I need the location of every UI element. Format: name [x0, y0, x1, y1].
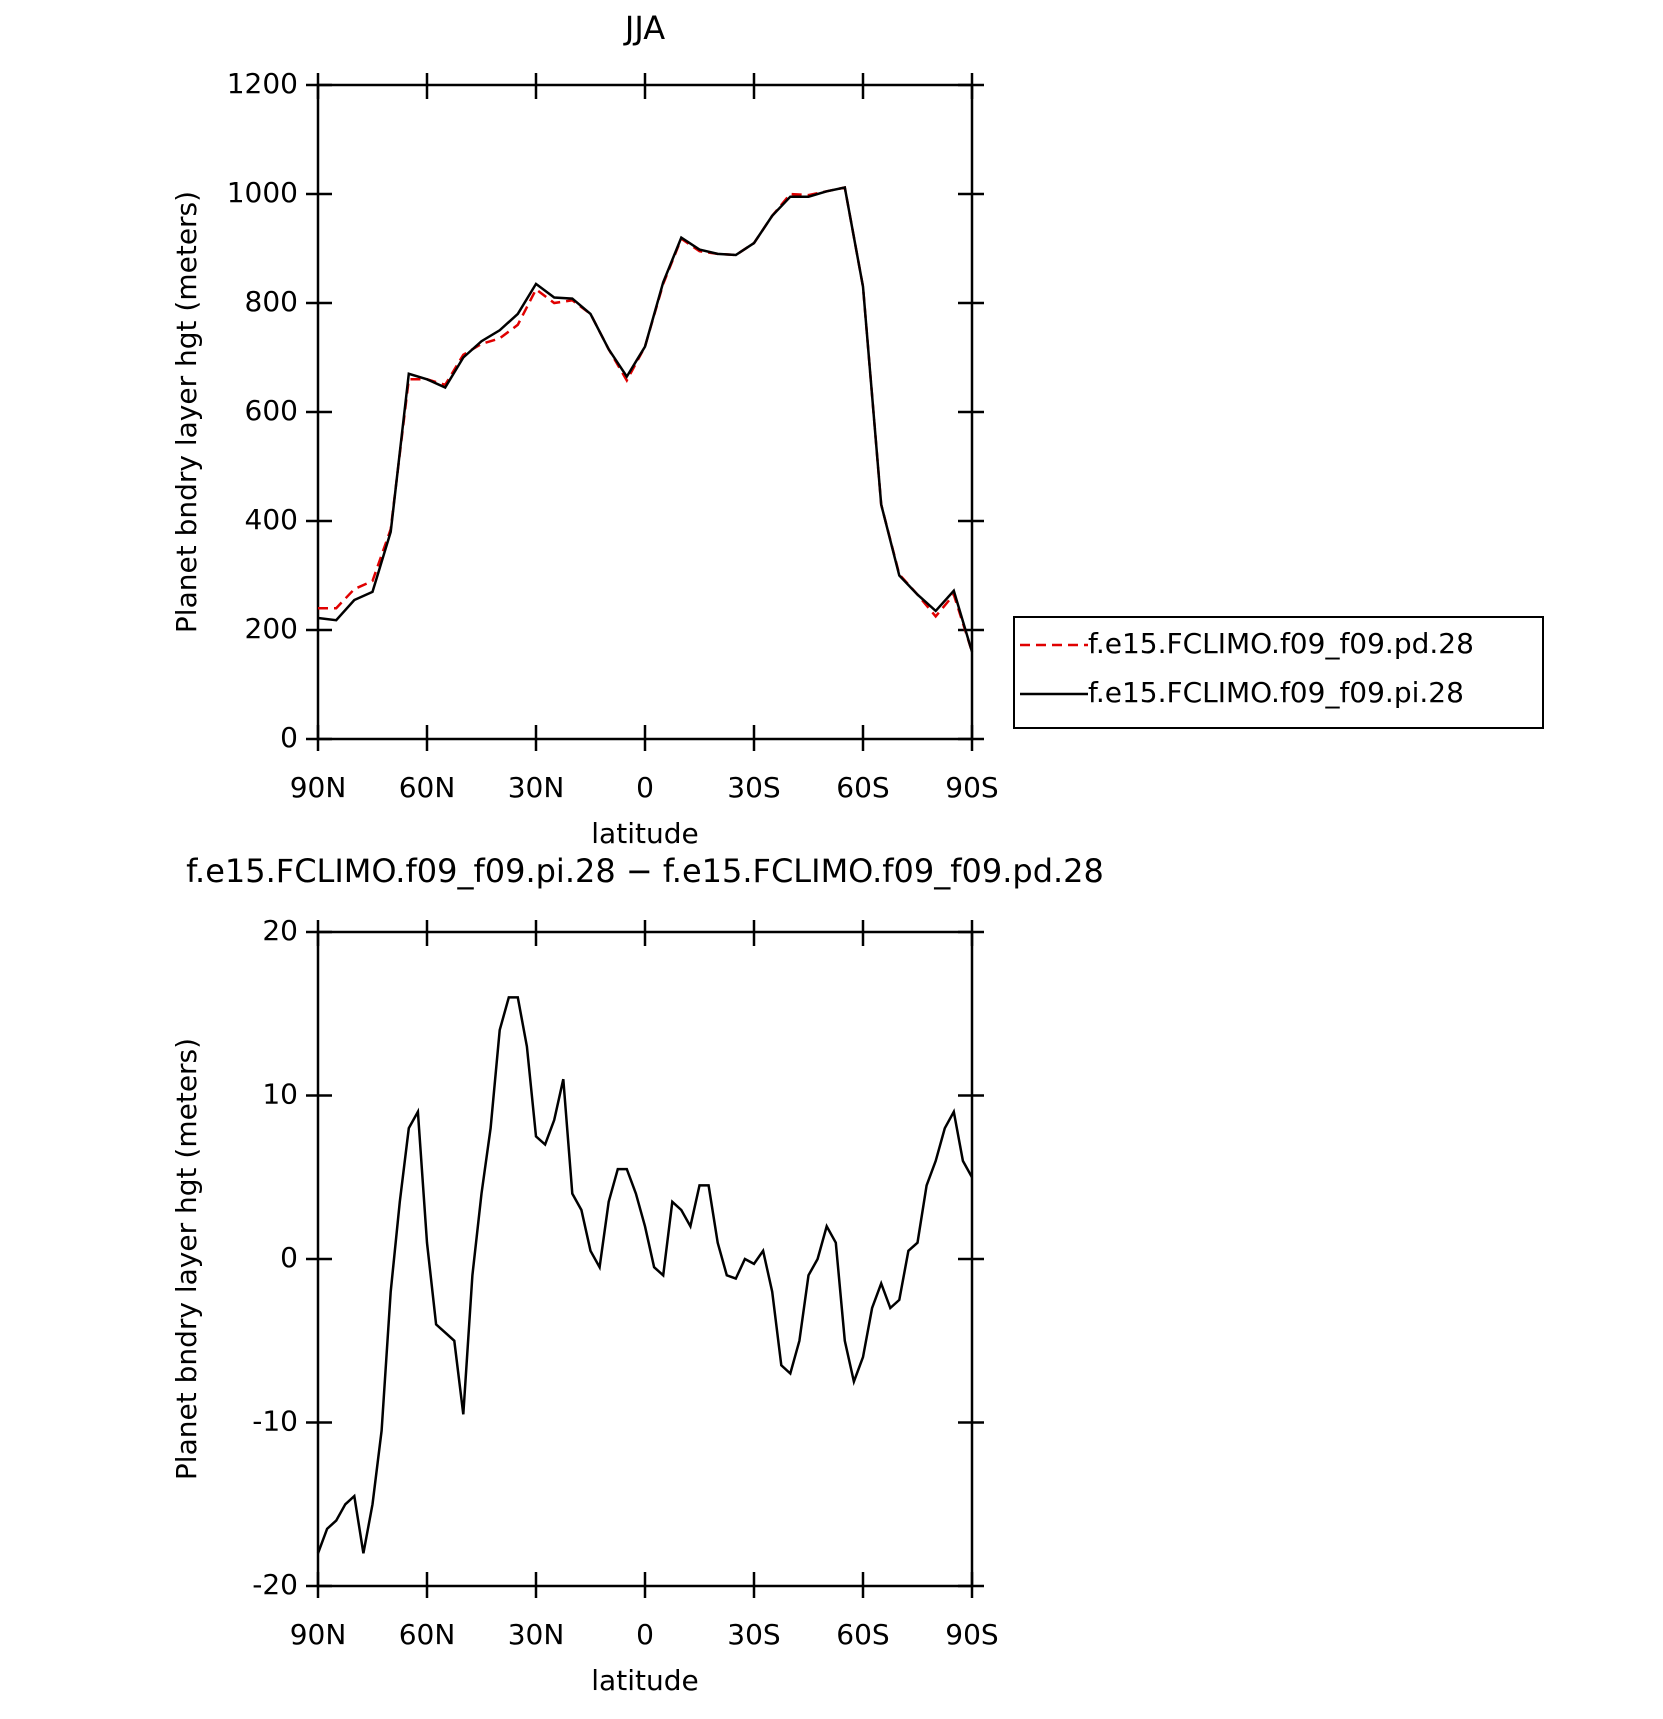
x-tick-label: 0 [636, 771, 654, 804]
y-tick-label: 400 [245, 503, 298, 536]
data-line [316, 996, 974, 1554]
y-tick-label: 20 [262, 914, 298, 947]
y-tick-label: 0 [280, 1241, 298, 1274]
x-tick-label: 30S [727, 1618, 780, 1651]
y-axis-label: Planet bndry layer hgt (meters) [170, 191, 203, 633]
y-tick-label: 10 [262, 1078, 298, 1111]
y-tick-label: -10 [252, 1405, 298, 1438]
y-tick-label: 1200 [227, 67, 298, 100]
y-tick-label: -20 [252, 1568, 298, 1601]
x-tick-label: 90N [290, 1618, 347, 1651]
legend-label: f.e15.FCLIMO.f09_f09.pd.28 [1088, 627, 1474, 660]
x-tick-label: 60S [836, 1618, 889, 1651]
x-tick-label: 90N [290, 771, 347, 804]
x-tick-label: 0 [636, 1618, 654, 1651]
chart-title: JJA [623, 9, 665, 47]
x-tick-label: 30S [727, 771, 780, 804]
x-tick-label: 60N [399, 771, 456, 804]
x-axis-label: latitude [591, 1664, 698, 1697]
legend-box [1013, 616, 1544, 729]
x-tick-label: 60S [836, 771, 889, 804]
x-tick-label: 90S [945, 771, 998, 804]
y-axis-label: Planet bndry layer hgt (meters) [170, 1038, 203, 1480]
chart-title: f.e15.FCLIMO.f09_f09.pi.28 − f.e15.FCLIM… [186, 852, 1104, 890]
x-tick-label: 90S [945, 1618, 998, 1651]
y-tick-label: 200 [245, 612, 298, 645]
legend-label: f.e15.FCLIMO.f09_f09.pi.28 [1088, 676, 1464, 709]
x-axis-label: latitude [591, 817, 698, 850]
y-tick-label: 1000 [227, 176, 298, 209]
data-line [317, 186, 974, 653]
plot-frame [316, 930, 974, 1588]
x-tick-label: 60N [399, 1618, 456, 1651]
y-tick-label: 800 [245, 285, 298, 318]
x-tick-label: 30N [508, 771, 565, 804]
y-tick-label: 0 [280, 721, 298, 754]
y-tick-label: 600 [245, 394, 298, 427]
x-tick-label: 30N [508, 1618, 565, 1651]
